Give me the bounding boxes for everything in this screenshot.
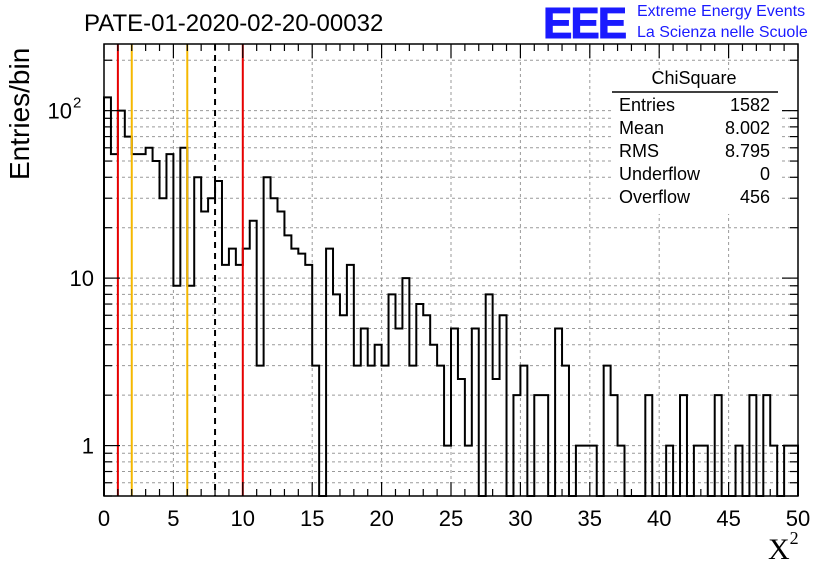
- eee-logo-icon: EEE: [543, 0, 628, 44]
- stats-row-value: 456: [740, 187, 770, 207]
- histogram-outline: [103, 96, 799, 497]
- x-tick-label: 40: [647, 506, 671, 531]
- stats-box-title: ChiSquare: [651, 68, 736, 88]
- y-tick-label: 1: [82, 434, 94, 459]
- stats-row-label: Entries: [619, 95, 675, 115]
- x-tick-label: 15: [300, 506, 324, 531]
- stats-row-label: Overflow: [619, 187, 691, 207]
- y-tick-label: 10: [70, 266, 94, 291]
- x-tick-label: 10: [231, 506, 255, 531]
- stats-row-value: 0: [760, 164, 770, 184]
- logo-line1: Extreme Energy Events: [637, 3, 806, 20]
- threshold-lines: [116, 44, 244, 496]
- x-axis-label: X2: [768, 528, 799, 567]
- stats-box-bg: [612, 70, 782, 214]
- stats-row-label: Underflow: [619, 164, 701, 184]
- chart-title: PATE-01-2020-02-20-00032: [84, 10, 384, 37]
- x-tick-label: 45: [716, 506, 740, 531]
- histogram: [103, 96, 799, 497]
- stats-box: ChiSquare Entries 1582 Mean 8.002 RMS 8.795 Und…: [612, 68, 782, 214]
- stats-row-value: 8.795: [725, 141, 770, 161]
- logo-line2: La Scienza nelle Scuole: [637, 24, 808, 41]
- x-tick-label: 50: [786, 506, 810, 531]
- x-tick-label: 25: [439, 506, 463, 531]
- x-tick-label: 20: [369, 506, 393, 531]
- x-tick-label: 0: [98, 506, 110, 531]
- y-tick-label-sup: 2: [73, 95, 81, 112]
- x-tick-label: 5: [167, 506, 179, 531]
- stats-row-label: Mean: [619, 118, 664, 138]
- logo-mark: EEE: [543, 0, 626, 44]
- x-tick-label: 35: [578, 506, 602, 531]
- stats-row-value: 8.002: [725, 118, 770, 138]
- x-axis-label-base: X: [768, 533, 790, 566]
- x-axis-label-sup: 2: [789, 528, 799, 548]
- stats-row-label: RMS: [619, 141, 659, 161]
- x-tick-label: 30: [508, 506, 532, 531]
- y-tick-label: 10: [48, 99, 72, 124]
- stats-row-value: 1582: [730, 95, 770, 115]
